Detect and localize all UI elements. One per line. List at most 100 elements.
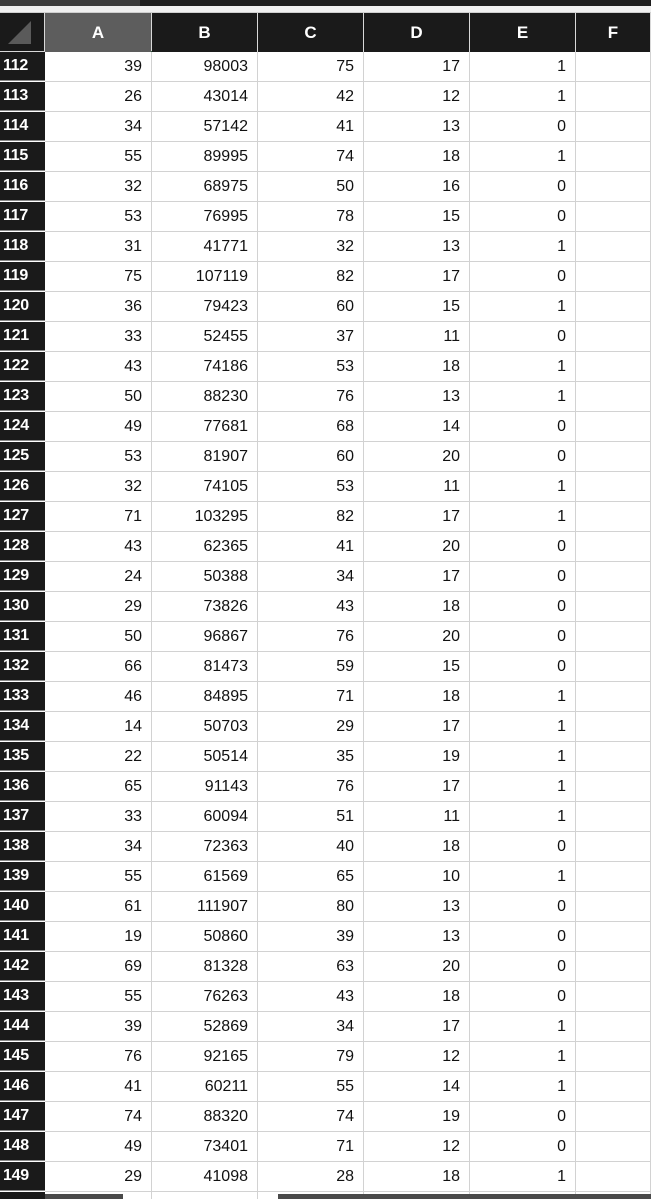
- cell-F128[interactable]: [576, 532, 651, 562]
- cell-C146[interactable]: 55: [258, 1072, 364, 1102]
- cell-B123[interactable]: 88230: [152, 382, 258, 412]
- cell-D115[interactable]: 18: [364, 142, 470, 172]
- cell-B143[interactable]: 76263: [152, 982, 258, 1012]
- cell-F146[interactable]: [576, 1072, 651, 1102]
- cell-F133[interactable]: [576, 682, 651, 712]
- cell-C135[interactable]: 35: [258, 742, 364, 772]
- cell-B118[interactable]: 41771: [152, 232, 258, 262]
- row-header-125[interactable]: 125: [0, 442, 45, 471]
- cell-B142[interactable]: 81328: [152, 952, 258, 982]
- cell-D114[interactable]: 13: [364, 112, 470, 142]
- cell-C131[interactable]: 76: [258, 622, 364, 652]
- cell-B141[interactable]: 50860: [152, 922, 258, 952]
- cell-C134[interactable]: 29: [258, 712, 364, 742]
- row-header-119[interactable]: 119: [0, 262, 45, 291]
- cell-E144[interactable]: 1: [470, 1012, 576, 1042]
- cell-D146[interactable]: 14: [364, 1072, 470, 1102]
- cell-D140[interactable]: 13: [364, 892, 470, 922]
- cell-A127[interactable]: 71: [45, 502, 152, 532]
- cell-B120[interactable]: 79423: [152, 292, 258, 322]
- cell-C115[interactable]: 74: [258, 142, 364, 172]
- cell-A112[interactable]: 39: [45, 52, 152, 82]
- cell-E135[interactable]: 1: [470, 742, 576, 772]
- cell-E131[interactable]: 0: [470, 622, 576, 652]
- cell-B126[interactable]: 74105: [152, 472, 258, 502]
- cell-C114[interactable]: 41: [258, 112, 364, 142]
- cell-F147[interactable]: [576, 1102, 651, 1132]
- cell-B145[interactable]: 92165: [152, 1042, 258, 1072]
- row-header-128[interactable]: 128: [0, 532, 45, 561]
- cell-C112[interactable]: 75: [258, 52, 364, 82]
- cell-C137[interactable]: 51: [258, 802, 364, 832]
- cell-F120[interactable]: [576, 292, 651, 322]
- cell-C130[interactable]: 43: [258, 592, 364, 622]
- row-header-123[interactable]: 123: [0, 382, 45, 411]
- cell-F117[interactable]: [576, 202, 651, 232]
- cell-A142[interactable]: 69: [45, 952, 152, 982]
- cell-B[interactable]: [152, 1192, 258, 1199]
- horizontal-scrollbar[interactable]: [0, 1192, 651, 1199]
- cell-D127[interactable]: 17: [364, 502, 470, 532]
- top-scrollbar-track[interactable]: [0, 0, 651, 6]
- cell-B139[interactable]: 61569: [152, 862, 258, 892]
- cell-D145[interactable]: 12: [364, 1042, 470, 1072]
- cell-C113[interactable]: 42: [258, 82, 364, 112]
- cell-A129[interactable]: 24: [45, 562, 152, 592]
- cell-F124[interactable]: [576, 412, 651, 442]
- row-header-118[interactable]: 118: [0, 232, 45, 261]
- cell-F115[interactable]: [576, 142, 651, 172]
- horizontal-scrollbar-thumb-right[interactable]: [278, 1194, 651, 1199]
- cell-A126[interactable]: 32: [45, 472, 152, 502]
- cell-F137[interactable]: [576, 802, 651, 832]
- cell-A121[interactable]: 33: [45, 322, 152, 352]
- cell-B115[interactable]: 89995: [152, 142, 258, 172]
- cell-C133[interactable]: 71: [258, 682, 364, 712]
- cell-C123[interactable]: 76: [258, 382, 364, 412]
- cell-B136[interactable]: 91143: [152, 772, 258, 802]
- cell-E141[interactable]: 0: [470, 922, 576, 952]
- cell-C127[interactable]: 82: [258, 502, 364, 532]
- row-header-143[interactable]: 143: [0, 982, 45, 1011]
- cell-A146[interactable]: 41: [45, 1072, 152, 1102]
- cell-A132[interactable]: 66: [45, 652, 152, 682]
- cell-D144[interactable]: 17: [364, 1012, 470, 1042]
- row-header-146[interactable]: 146: [0, 1072, 45, 1101]
- row-header-122[interactable]: 122: [0, 352, 45, 381]
- cell-E121[interactable]: 0: [470, 322, 576, 352]
- cell-B122[interactable]: 74186: [152, 352, 258, 382]
- cell-F118[interactable]: [576, 232, 651, 262]
- cell-F142[interactable]: [576, 952, 651, 982]
- cell-A125[interactable]: 53: [45, 442, 152, 472]
- row-header-141[interactable]: 141: [0, 922, 45, 951]
- cell-E112[interactable]: 1: [470, 52, 576, 82]
- cell-C132[interactable]: 59: [258, 652, 364, 682]
- cell-A123[interactable]: 50: [45, 382, 152, 412]
- cell-B131[interactable]: 96867: [152, 622, 258, 652]
- cell-B125[interactable]: 81907: [152, 442, 258, 472]
- cell-A148[interactable]: 49: [45, 1132, 152, 1162]
- cell-C147[interactable]: 74: [258, 1102, 364, 1132]
- horizontal-scrollbar-thumb-left[interactable]: [45, 1194, 123, 1199]
- cell-D139[interactable]: 10: [364, 862, 470, 892]
- cell-D141[interactable]: 13: [364, 922, 470, 952]
- row-header-131[interactable]: 131: [0, 622, 45, 651]
- row-header-124[interactable]: 124: [0, 412, 45, 441]
- cell-E120[interactable]: 1: [470, 292, 576, 322]
- cell-D128[interactable]: 20: [364, 532, 470, 562]
- cell-D143[interactable]: 18: [364, 982, 470, 1012]
- row-header-136[interactable]: 136: [0, 772, 45, 801]
- row-header-138[interactable]: 138: [0, 832, 45, 861]
- cell-A143[interactable]: 55: [45, 982, 152, 1012]
- cell-A139[interactable]: 55: [45, 862, 152, 892]
- cell-C119[interactable]: 82: [258, 262, 364, 292]
- cell-B133[interactable]: 84895: [152, 682, 258, 712]
- cell-B134[interactable]: 50703: [152, 712, 258, 742]
- cell-D138[interactable]: 18: [364, 832, 470, 862]
- cell-A113[interactable]: 26: [45, 82, 152, 112]
- cell-F119[interactable]: [576, 262, 651, 292]
- cell-F149[interactable]: [576, 1162, 651, 1192]
- cell-B138[interactable]: 72363: [152, 832, 258, 862]
- cell-C121[interactable]: 37: [258, 322, 364, 352]
- select-all-corner[interactable]: [0, 13, 45, 52]
- cell-B147[interactable]: 88320: [152, 1102, 258, 1132]
